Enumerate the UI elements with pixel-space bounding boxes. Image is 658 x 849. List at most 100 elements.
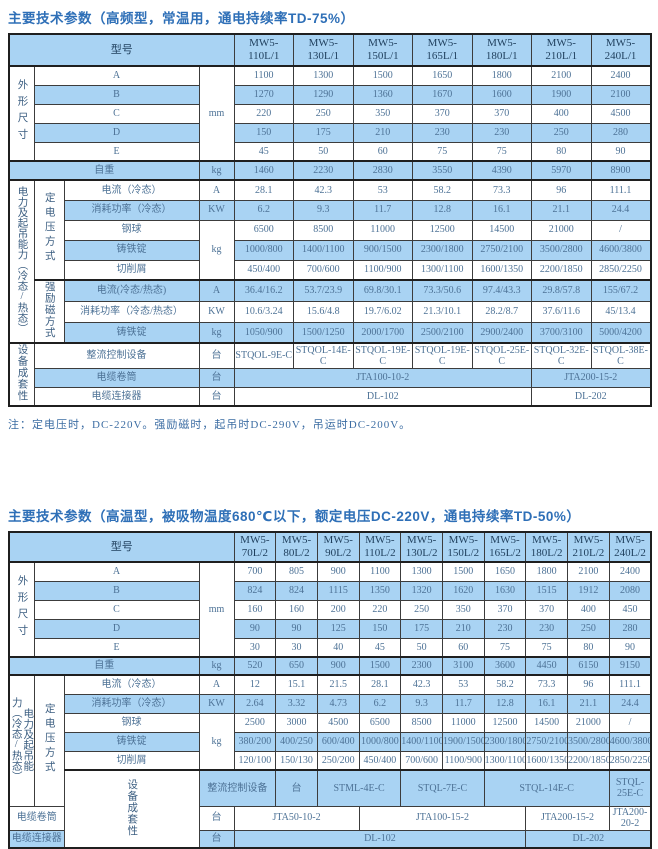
value-cell: 1600/1350 bbox=[525, 750, 568, 771]
value-cell: 6.2 bbox=[233, 199, 294, 221]
table-row: B 824 824 1115 1350 1320 1620 1630 1515 1912 2080 bbox=[9, 580, 652, 601]
value-cell: 1400/1100 bbox=[400, 731, 443, 752]
value-cell: 60 bbox=[441, 637, 485, 658]
value-cell: 150 bbox=[233, 122, 294, 143]
unit-cell: 台 bbox=[198, 368, 235, 388]
value-cell: 1350 bbox=[358, 580, 402, 601]
value-cell: 75 bbox=[471, 141, 532, 162]
value-cell: 42.3 bbox=[400, 674, 443, 695]
value-cell: 1500 bbox=[352, 65, 413, 86]
table-row: 钢球 kg 2500 3000 4500 6500 8500 11000 12500 14500 2… bbox=[9, 712, 652, 771]
value-cell: 50 bbox=[293, 141, 354, 162]
value-cell: 1000/800 bbox=[233, 239, 294, 261]
group-label-power-capacity: 电力及起吊能 力（冷态/热态） bbox=[8, 674, 35, 807]
value-cell: 1800 bbox=[471, 65, 532, 86]
value-cell: 40 bbox=[316, 637, 360, 658]
value-cell: 14500 bbox=[525, 712, 568, 733]
spec-table-high-temperature: 型号 MW5- 70L/2 MW5- 80L/2 MW5- 90L/2 MW5- 110… bbox=[8, 531, 652, 849]
value-cell: 11.7 bbox=[352, 199, 413, 221]
value-cell: 250 bbox=[293, 103, 354, 124]
row-label: 切削屑 bbox=[63, 259, 200, 281]
value-cell: 350 bbox=[441, 599, 485, 620]
table-row: 消耗功率（冷态/热态） KW 10.6/3.24 15.6/4.8 19.7/6.02 2… bbox=[9, 300, 651, 323]
value-cell: 24.4 bbox=[608, 693, 652, 714]
value-cell: 1300 bbox=[400, 561, 443, 582]
model-header: MW5- 240L/2 bbox=[608, 531, 652, 563]
model-header: MW5- 110L/1 bbox=[233, 33, 294, 67]
value-cell: DL-102 bbox=[233, 829, 527, 849]
row-label: E bbox=[33, 141, 200, 162]
unit-cell: 台 bbox=[198, 386, 235, 407]
value-cell: 220 bbox=[233, 103, 294, 124]
value-cell: DL-202 bbox=[525, 829, 652, 849]
row-label: 电流（冷态） bbox=[63, 179, 200, 201]
value-cell: 28.2/8.7 bbox=[471, 300, 532, 323]
table-row: 强励磁方式 电流(冷态/热态) A 36.4/16.2 53.7/23.9 69.8/30… bbox=[9, 279, 651, 344]
table-row: 设备成套性 整流控制设备台 STML-4E-C STQL-7E-C STQL-14E-C… bbox=[9, 769, 652, 849]
row-label-weight: 自重 bbox=[8, 160, 200, 181]
value-cell: 37.6/11.6 bbox=[531, 300, 592, 323]
row-label: 整流控制设备 bbox=[33, 342, 200, 369]
table-row: 电缆卷筒 台 JTA50-10-2 JTA100-15-2 JTA200-15-2 JTA… bbox=[8, 805, 652, 831]
row-label-weight: 自重 bbox=[8, 656, 200, 676]
value-cell: 1650 bbox=[412, 65, 473, 86]
group-label-fixed-voltage-text: 定电压方式 bbox=[43, 702, 55, 776]
value-cell: 2100 bbox=[590, 84, 651, 105]
unit-cell: mm bbox=[198, 561, 235, 658]
table-row: 电力及起吊能 力（冷态/热态） 定电压方式 电流（冷态） A 12 15.1 21.5 28.… bbox=[8, 674, 652, 807]
value-cell: 2100 bbox=[531, 65, 592, 86]
row-label: 电缆卷筒 bbox=[33, 368, 200, 388]
table-row: E 45 50 60 75 75 80 90 bbox=[9, 141, 651, 162]
table-row: E 30 30 40 45 50 60 75 75 80 90 bbox=[9, 637, 652, 658]
value-cell: 75 bbox=[412, 141, 473, 162]
unit-cell: KW bbox=[198, 300, 235, 323]
unit-cell: KW bbox=[198, 199, 235, 221]
value-cell: 12500 bbox=[483, 712, 527, 733]
group-label-dimensions: 外形尺寸 bbox=[8, 561, 35, 658]
group-label-strong-excitation: 强励磁方式 bbox=[33, 279, 65, 344]
value-cell: 210 bbox=[441, 618, 485, 639]
value-cell: 1500 bbox=[358, 656, 402, 676]
row-label: A bbox=[33, 561, 200, 582]
value-cell: 90 bbox=[275, 618, 318, 639]
row-label: D bbox=[33, 122, 200, 143]
model-header-label: 型号 bbox=[8, 531, 235, 563]
unit-cell: KW bbox=[198, 693, 235, 714]
value-cell: 2500 bbox=[233, 712, 277, 733]
value-cell: 45 bbox=[233, 141, 294, 162]
value-cell: 90 bbox=[608, 637, 652, 658]
value-cell: 1100 bbox=[233, 65, 294, 86]
value-cell: 155/67.2 bbox=[590, 279, 651, 302]
value-cell: 520 bbox=[233, 656, 277, 676]
value-cell: 10.6/3.24 bbox=[233, 300, 294, 323]
unit-cell: 台 bbox=[198, 805, 235, 831]
value-cell: 8500 bbox=[293, 219, 354, 241]
value-cell: 50 bbox=[400, 637, 443, 658]
value-cell: 1320 bbox=[400, 580, 443, 601]
table-row: 切削屑 120/100 150/130 250/200 450/400 700/600 11… bbox=[9, 750, 652, 771]
value-cell: 15.1 bbox=[275, 674, 318, 695]
value-cell: 6150 bbox=[567, 656, 610, 676]
unit-cell: kg bbox=[198, 656, 235, 676]
value-cell: 53.7/23.9 bbox=[293, 279, 354, 302]
row-label: C bbox=[33, 103, 200, 124]
value-cell: 824 bbox=[275, 580, 318, 601]
value-cell: 1290 bbox=[293, 84, 354, 105]
value-cell: 2400 bbox=[608, 561, 652, 582]
value-cell: JTA100-10-2 bbox=[233, 368, 532, 388]
row-label: 电流(冷态/热态) bbox=[63, 279, 200, 302]
value-cell: 4.73 bbox=[316, 693, 360, 714]
value-cell: 45/13.4 bbox=[590, 300, 651, 323]
value-cell: 1500/1250 bbox=[293, 321, 354, 344]
value-cell: 1300 bbox=[293, 65, 354, 86]
group-label-power-capacity: 电力及起吊能力（冷态/热态） bbox=[8, 179, 35, 344]
value-cell: STQL-7E-C bbox=[400, 769, 485, 807]
model-header: MW5- 180L/2 bbox=[525, 531, 568, 563]
value-cell: 3500/2800 bbox=[531, 239, 592, 261]
value-cell: 58.2 bbox=[412, 179, 473, 201]
row-label: 钢球 bbox=[63, 712, 200, 733]
value-cell: 230 bbox=[483, 618, 527, 639]
value-cell: 73.3/50.6 bbox=[412, 279, 473, 302]
value-cell: JTA50-10-2 bbox=[233, 805, 360, 831]
value-cell: 280 bbox=[608, 618, 652, 639]
